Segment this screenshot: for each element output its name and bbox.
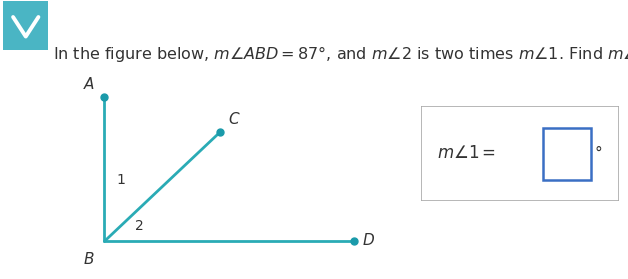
Text: 1: 1 — [117, 173, 126, 187]
Text: $A$: $A$ — [83, 76, 95, 92]
FancyBboxPatch shape — [421, 106, 619, 201]
Text: °: ° — [595, 146, 603, 161]
Text: In the figure below, $m\angle ABD=87°$, and $m\angle 2$ is two times $m\angle 1$: In the figure below, $m\angle ABD=87°$, … — [53, 44, 628, 64]
FancyBboxPatch shape — [3, 1, 48, 50]
Text: $m\angle 1=$: $m\angle 1=$ — [436, 145, 495, 162]
FancyBboxPatch shape — [543, 128, 591, 180]
Text: 2: 2 — [135, 219, 144, 233]
Text: $D$: $D$ — [362, 232, 374, 248]
Text: $C$: $C$ — [228, 111, 241, 127]
Text: $B$: $B$ — [84, 251, 95, 267]
